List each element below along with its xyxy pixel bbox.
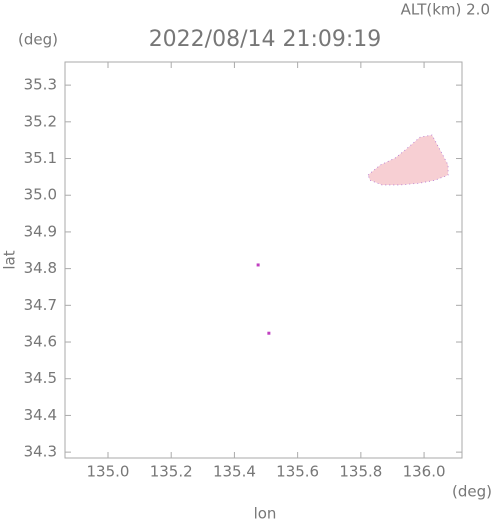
y-tick-label: 35.3 <box>24 76 57 94</box>
altitude-label: ALT(km) 2.0 <box>401 1 490 19</box>
x-tick-label: 136.0 <box>403 463 446 481</box>
y-tick-label: 34.8 <box>24 259 57 277</box>
echo-dot <box>256 263 260 267</box>
x-tick-label: 135.4 <box>213 463 256 481</box>
y-tick-label: 35.2 <box>24 112 57 130</box>
y-axis-label: lat <box>1 250 19 269</box>
y-unit: (deg) <box>18 31 58 49</box>
y-tick-label: 35.1 <box>24 149 57 167</box>
y-tick-label: 35.0 <box>24 186 57 204</box>
chart-title: 2022/08/14 21:09:19 <box>149 27 382 52</box>
echo-area <box>367 134 449 186</box>
y-tick-label: 34.6 <box>24 333 57 351</box>
x-tick-label: 135.0 <box>87 463 130 481</box>
x-tick-label: 135.6 <box>276 463 319 481</box>
plot-frame <box>64 61 463 459</box>
echo-dot <box>267 331 271 335</box>
x-tick-label: 135.8 <box>339 463 382 481</box>
x-tick-label: 135.2 <box>150 463 193 481</box>
x-axis-label: lon <box>254 505 277 521</box>
x-unit: (deg) <box>452 483 491 501</box>
y-tick-label: 34.5 <box>24 369 57 387</box>
y-tick-label: 34.3 <box>24 443 57 461</box>
y-tick-label: 34.9 <box>24 222 57 240</box>
y-tick-label: 34.7 <box>24 296 57 314</box>
y-tick-label: 34.4 <box>24 406 57 424</box>
